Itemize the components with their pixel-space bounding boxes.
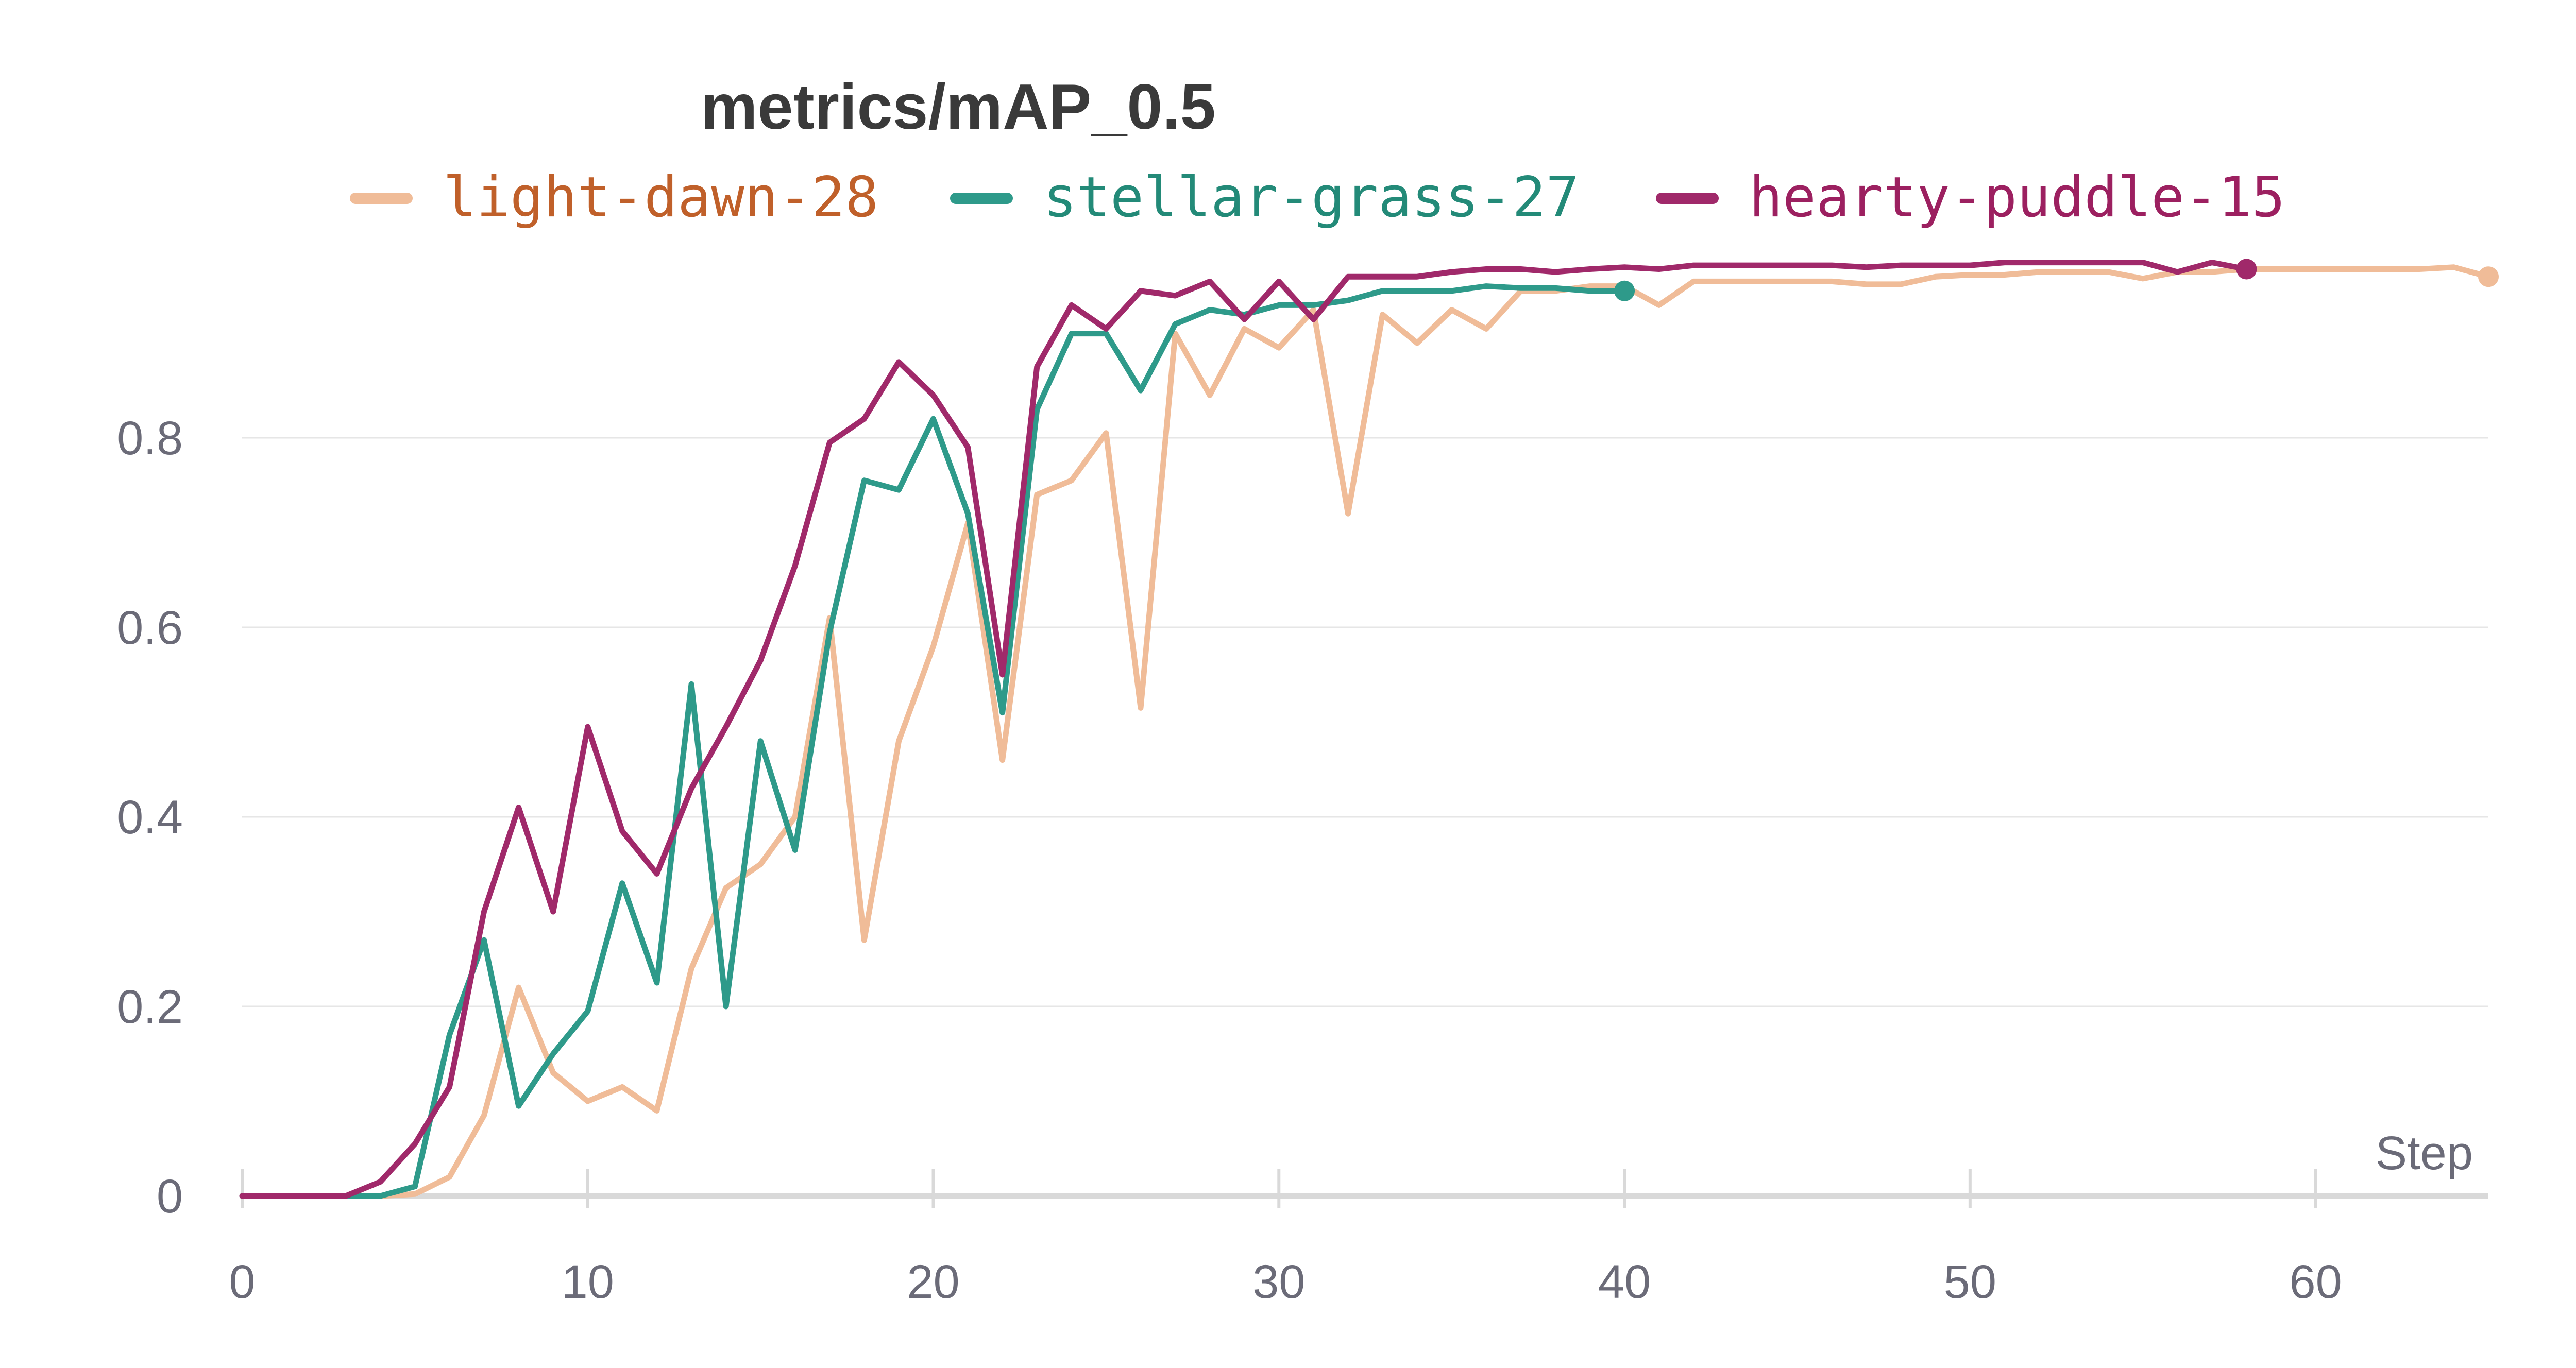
series-line-stellar-grass-27 xyxy=(239,283,1628,1199)
y-axis: 0 0.2 0.4 0.6 0.8 xyxy=(117,412,183,1223)
x-tick-label: 60 xyxy=(2289,1256,2342,1308)
legend: light-dawn-28 stellar-grass-27 hearty-pudd… xyxy=(350,165,2285,230)
y-tick-label: 0.2 xyxy=(117,981,183,1033)
legend-label: stellar-grass-27 xyxy=(1043,165,1579,230)
legend-label: hearty-puddle-15 xyxy=(1749,165,2285,230)
y-tick-label: 0.6 xyxy=(117,602,183,654)
x-tick-label: 50 xyxy=(1944,1256,1996,1308)
x-axis: 0 10 20 30 40 50 60 xyxy=(229,1169,2488,1308)
x-tick-label: 10 xyxy=(562,1256,614,1308)
y-tick-label: 0.8 xyxy=(117,412,183,465)
x-tick-label: 30 xyxy=(1252,1256,1305,1308)
series-group xyxy=(239,259,2499,1199)
x-axis-label: Step xyxy=(2376,1127,2473,1179)
y-tick-label: 0.4 xyxy=(117,791,183,844)
y-tick-label: 0 xyxy=(157,1170,183,1223)
series-line-hearty-puddle-15 xyxy=(239,260,2249,1199)
series-endpoint-hearty-puddle-15 xyxy=(2236,259,2257,280)
x-tick-label: 40 xyxy=(1598,1256,1651,1308)
series-line-light-dawn-28 xyxy=(239,264,2492,1199)
gridlines xyxy=(242,437,2488,1007)
series-endpoint-light-dawn-28 xyxy=(2478,266,2499,287)
chart-title: metrics/mAP_0.5 xyxy=(701,72,1215,143)
legend-label: light-dawn-28 xyxy=(443,165,878,230)
series-endpoint-stellar-grass-27 xyxy=(1614,280,1635,301)
x-tick-label: 20 xyxy=(907,1256,959,1308)
x-tick-label: 0 xyxy=(229,1256,255,1308)
